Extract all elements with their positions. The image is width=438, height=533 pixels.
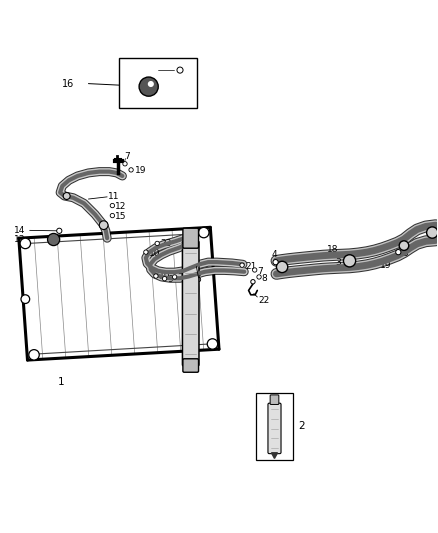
Circle shape bbox=[253, 268, 257, 272]
FancyBboxPatch shape bbox=[119, 58, 197, 108]
Circle shape bbox=[129, 168, 133, 172]
FancyBboxPatch shape bbox=[268, 403, 281, 454]
Text: 15: 15 bbox=[116, 212, 127, 221]
Circle shape bbox=[207, 339, 218, 349]
Circle shape bbox=[99, 221, 108, 230]
Circle shape bbox=[198, 228, 209, 238]
FancyBboxPatch shape bbox=[256, 393, 293, 460]
Text: 11: 11 bbox=[108, 192, 120, 201]
Text: 4: 4 bbox=[402, 241, 407, 250]
Circle shape bbox=[251, 279, 255, 284]
Circle shape bbox=[154, 274, 158, 278]
Circle shape bbox=[57, 228, 62, 233]
Circle shape bbox=[240, 263, 244, 268]
Circle shape bbox=[63, 192, 70, 199]
Text: 4: 4 bbox=[271, 250, 277, 259]
Circle shape bbox=[155, 241, 159, 246]
Text: 19: 19 bbox=[380, 261, 392, 270]
Circle shape bbox=[162, 277, 167, 281]
Text: 10: 10 bbox=[149, 248, 161, 257]
Circle shape bbox=[110, 204, 115, 208]
Circle shape bbox=[396, 249, 401, 255]
FancyBboxPatch shape bbox=[270, 395, 279, 405]
FancyBboxPatch shape bbox=[183, 241, 199, 366]
FancyBboxPatch shape bbox=[183, 359, 198, 372]
Text: 1: 1 bbox=[58, 377, 64, 387]
Text: 5: 5 bbox=[279, 259, 284, 268]
Circle shape bbox=[123, 161, 127, 166]
Text: 22: 22 bbox=[258, 295, 269, 304]
Text: 3: 3 bbox=[336, 257, 341, 266]
Text: 23: 23 bbox=[160, 239, 172, 248]
Text: 16: 16 bbox=[62, 79, 74, 88]
Polygon shape bbox=[272, 453, 278, 458]
Text: 9: 9 bbox=[168, 275, 173, 284]
Circle shape bbox=[257, 275, 261, 279]
Circle shape bbox=[20, 238, 31, 249]
Circle shape bbox=[173, 275, 177, 279]
Circle shape bbox=[177, 67, 183, 73]
Circle shape bbox=[144, 250, 148, 254]
Text: 10: 10 bbox=[159, 272, 170, 281]
Text: 8: 8 bbox=[261, 274, 268, 282]
Text: 13: 13 bbox=[14, 235, 26, 244]
Circle shape bbox=[427, 227, 438, 238]
Text: 2: 2 bbox=[298, 422, 305, 431]
Text: 14: 14 bbox=[14, 226, 26, 235]
Circle shape bbox=[343, 255, 356, 267]
Text: 18: 18 bbox=[327, 246, 339, 254]
Text: 21: 21 bbox=[245, 262, 257, 271]
Circle shape bbox=[273, 260, 278, 265]
Text: 7: 7 bbox=[124, 152, 131, 161]
FancyBboxPatch shape bbox=[183, 228, 198, 248]
Text: 17: 17 bbox=[122, 62, 135, 71]
Circle shape bbox=[110, 213, 115, 218]
Circle shape bbox=[21, 295, 30, 303]
Circle shape bbox=[47, 233, 60, 246]
Circle shape bbox=[29, 350, 39, 360]
Text: 5: 5 bbox=[402, 249, 407, 258]
Text: 12: 12 bbox=[116, 202, 127, 211]
Circle shape bbox=[399, 241, 409, 251]
Circle shape bbox=[276, 261, 288, 272]
Circle shape bbox=[148, 81, 154, 87]
Text: 6: 6 bbox=[195, 275, 201, 284]
Text: 19: 19 bbox=[134, 166, 146, 175]
Circle shape bbox=[139, 77, 158, 96]
Text: 20: 20 bbox=[178, 273, 189, 282]
Text: 7: 7 bbox=[257, 267, 263, 276]
